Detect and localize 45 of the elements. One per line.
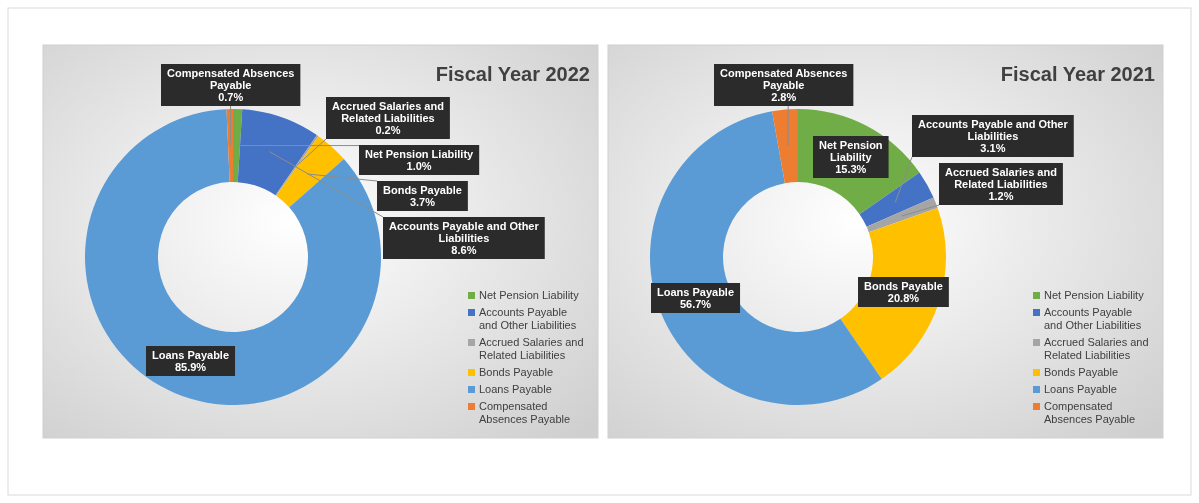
slice-label: Accrued Salaries and Related Liabilities bbox=[332, 99, 444, 124]
slice-label: Bonds Payable bbox=[383, 183, 462, 196]
donut-slice bbox=[237, 109, 317, 196]
data-label: 85.9% bbox=[174, 360, 207, 373]
data-label: 3.7% bbox=[409, 195, 436, 208]
data-label: 1.2% bbox=[988, 189, 1014, 202]
legend-label: Net Pension Liability bbox=[479, 289, 580, 301]
slice-label: Accounts Payable and Other Liabilities bbox=[918, 117, 1069, 142]
donut-slice bbox=[772, 109, 798, 184]
legend-label: Accounts Payable and Other Liabilities bbox=[1044, 306, 1142, 331]
chart-title: Fiscal Year 2021 bbox=[1000, 63, 1155, 85]
data-label: 15.3% bbox=[835, 162, 867, 175]
donut-slice bbox=[866, 197, 938, 233]
data-label: 0.7% bbox=[218, 90, 244, 103]
slice-label: Net Pension Liability bbox=[365, 147, 475, 160]
legend-label: Loans Payable bbox=[479, 383, 552, 395]
legend-label: Accounts Payable and Other Liabilities bbox=[479, 306, 577, 331]
legend-label: Accrued Salaries and Related Liabilities bbox=[479, 336, 584, 361]
legend-label: Loans Payable bbox=[1044, 383, 1117, 395]
slice-label: Accounts Payable and Other Liabilities bbox=[389, 219, 540, 244]
data-label: 0.2% bbox=[375, 123, 401, 136]
slice-label: Compensated Absences Payable bbox=[167, 66, 295, 91]
donut-slice bbox=[233, 109, 243, 183]
chart-title: Fiscal Year 2022 bbox=[435, 63, 590, 85]
slice-label: Accrued Salaries and Related Liabilities bbox=[945, 165, 1057, 190]
data-label: 1.0% bbox=[406, 159, 432, 172]
donut-slice bbox=[276, 136, 344, 208]
legend-label: Bonds Payable bbox=[479, 366, 553, 378]
data-label: 3.1% bbox=[980, 141, 1006, 154]
data-label: 20.8% bbox=[887, 291, 920, 304]
slice-label: Loans Payable bbox=[657, 285, 735, 298]
legend-label: Compensated Absences Payable bbox=[479, 400, 571, 425]
legend-label: Net Pension Liability bbox=[1044, 289, 1145, 301]
donut-slice bbox=[859, 172, 934, 227]
data-label: 2.8% bbox=[771, 90, 797, 103]
slice-label: Loans Payable bbox=[152, 348, 230, 361]
legend-label: Compensated Absences Payable bbox=[1044, 400, 1136, 425]
slice-label: Net Pension Liability bbox=[819, 138, 883, 163]
legend-label: Bonds Payable bbox=[1044, 366, 1118, 378]
slice-label: Bonds Payable bbox=[864, 279, 943, 292]
data-label: 8.6% bbox=[451, 243, 477, 256]
legend-label: Accrued Salaries and Related Liabilities bbox=[1044, 336, 1149, 361]
data-label: 56.7% bbox=[679, 297, 712, 310]
slice-label: Compensated Absences Payable bbox=[720, 66, 848, 91]
donut-slice bbox=[275, 135, 319, 196]
